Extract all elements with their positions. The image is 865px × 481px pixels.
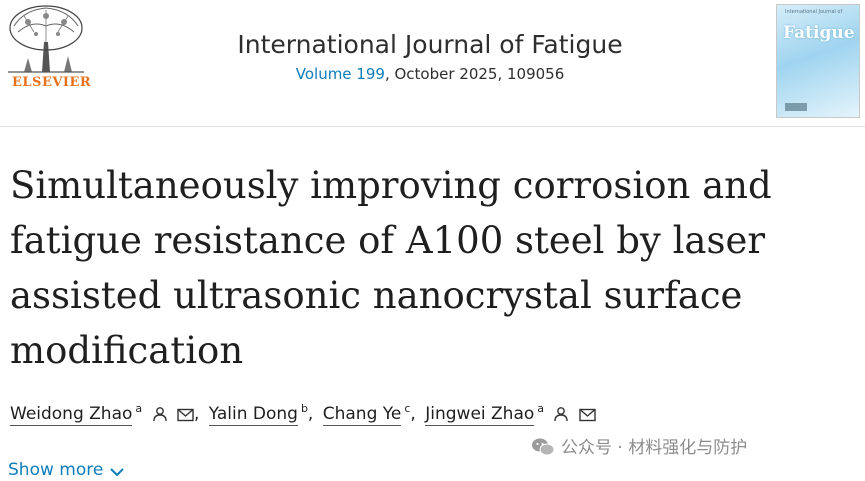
cover-publisher-mark [785, 103, 807, 111]
author-separator: , [410, 403, 416, 424]
author-item: Jingwei Zhao a [425, 402, 596, 426]
author-affiliation[interactable]: c [404, 402, 411, 415]
volume-link[interactable]: Volume 199 [295, 65, 385, 83]
author-separator: , [193, 403, 200, 424]
author-separator: , [307, 403, 314, 424]
author-item: Chang Ye c, [322, 402, 420, 426]
chevron-down-icon [110, 468, 125, 477]
author-item: Weidong Zhao a , [10, 402, 203, 426]
tree-icon [4, 2, 88, 74]
elsevier-logo[interactable]: ELSEVIER [4, 2, 92, 90]
header-divider [0, 126, 865, 127]
journal-cover[interactable]: International Journal of Fatigue [776, 4, 860, 118]
journal-title[interactable]: International Journal of Fatigue [237, 30, 623, 59]
show-more-button[interactable]: Show more [8, 460, 125, 480]
journal-info: International Journal of Fatigue Volume … [200, 30, 660, 83]
cover-journal-line: International Journal of [785, 9, 843, 15]
person-icon[interactable] [553, 406, 569, 422]
publisher-name: ELSEVIER [12, 75, 92, 90]
author-name[interactable]: Yalin Dong [208, 403, 298, 426]
journal-header: ELSEVIER International Journal of Fatigu… [0, 0, 865, 125]
author-name[interactable]: Weidong Zhao [10, 403, 133, 426]
author-affiliation[interactable]: a [135, 402, 143, 415]
author-affiliation[interactable]: a [537, 402, 545, 415]
author-name[interactable]: Chang Ye [322, 403, 402, 426]
wechat-watermark: 公众号 · 材料强化与防护 [531, 433, 747, 458]
mail-icon[interactable] [579, 408, 596, 422]
article-title: Simultaneously improving corrosion and f… [10, 164, 772, 372]
author-name[interactable]: Jingwei Zhao [425, 403, 535, 426]
person-icon[interactable] [152, 406, 168, 422]
journal-issue: Volume 199, October 2025, 109056 [200, 65, 660, 83]
cover-title: Fatigue [783, 23, 855, 43]
show-more-label: Show more [8, 460, 104, 480]
author-affiliation[interactable]: b [300, 402, 308, 415]
watermark-text: 公众号 · 材料强化与防护 [561, 438, 748, 458]
author-list: Weidong Zhao a , Yalin Dong b, Chang Ye c, … [10, 402, 596, 426]
mail-icon[interactable] [177, 408, 194, 422]
wechat-icon [532, 438, 555, 456]
issue-info: , October 2025, 109056 [384, 65, 565, 83]
author-item: Yalin Dong b, [208, 402, 318, 426]
